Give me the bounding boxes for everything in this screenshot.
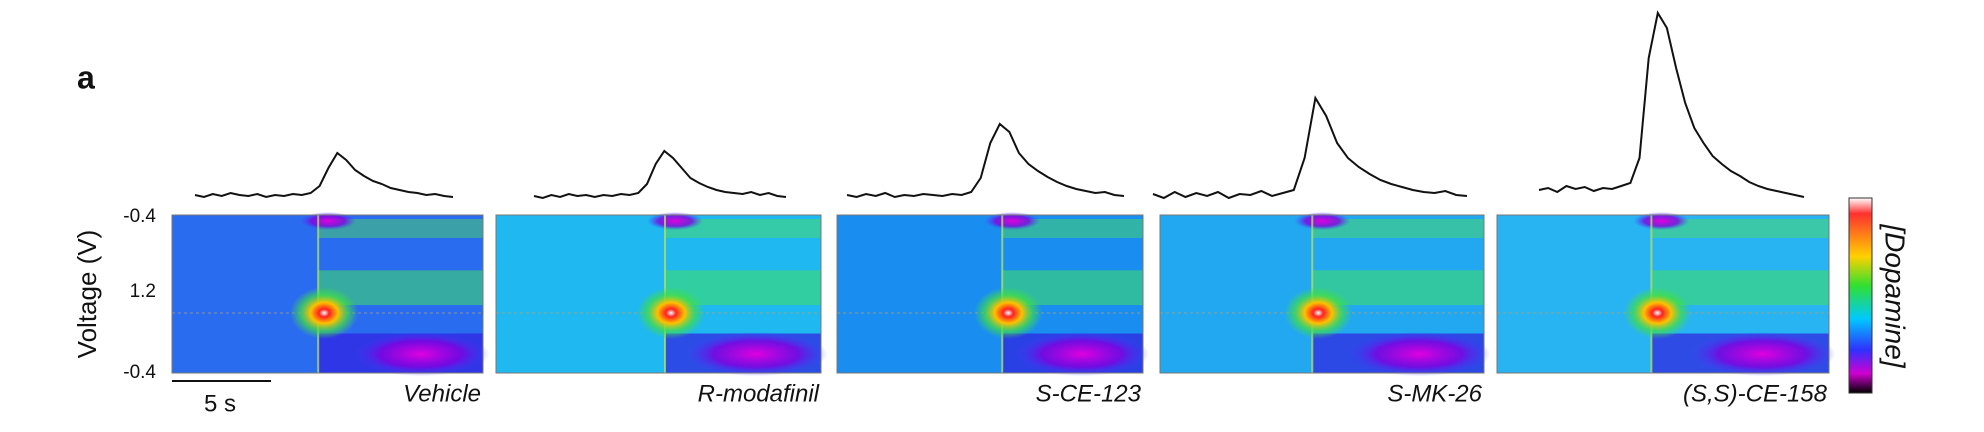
- colorbar-label: [Dopamine]: [1880, 223, 1911, 368]
- heatmap-low: [1014, 331, 1150, 377]
- heatmap-top: [984, 212, 1041, 230]
- heatmap-band: [1651, 219, 1829, 238]
- panel-name: (S,S)-CE-158: [1683, 380, 1828, 407]
- heatmap-peak: [1623, 286, 1692, 339]
- heatmap-top: [1633, 212, 1690, 230]
- colorbar: [1848, 197, 1873, 394]
- heatmap-peak: [290, 286, 359, 339]
- panel-name: R-modafinil: [698, 380, 820, 407]
- heatmap-top: [647, 212, 703, 230]
- heatmap-peak: [637, 286, 705, 339]
- panel-name: S-CE-123: [1036, 380, 1142, 407]
- trace: [194, 151, 454, 199]
- heatmap-top: [300, 212, 357, 230]
- heatmap-peak: [1284, 286, 1353, 339]
- heatmap-peak: [974, 286, 1043, 339]
- heatmap-low: [1689, 331, 1836, 377]
- y-tick-label: 1.2: [130, 281, 156, 302]
- panel-name: Vehicle: [403, 380, 481, 407]
- trace: [533, 149, 787, 200]
- panel-name: S-MK-26: [1387, 380, 1482, 407]
- heatmap-low: [684, 331, 828, 377]
- heatmap-frame: [836, 214, 1144, 374]
- y-tick-label: -0.4: [123, 206, 156, 227]
- heatmap-frame: [495, 214, 822, 374]
- y-axis-label: Voltage (V): [72, 230, 102, 359]
- heatmap-low: [1347, 331, 1491, 377]
- trace: [1538, 10, 1805, 198]
- heatmap-top: [1294, 212, 1351, 230]
- heatmap-frame: [171, 214, 484, 374]
- heatmap-frame: [1159, 214, 1485, 374]
- panel-label: a: [77, 59, 95, 95]
- heatmap-low: [352, 331, 490, 377]
- heatmap-band: [318, 219, 483, 238]
- heatmap-frame: [1496, 214, 1830, 374]
- heatmap-band: [1312, 219, 1484, 238]
- scale-bar-label: 5 s: [204, 390, 236, 417]
- trace: [1152, 95, 1468, 200]
- heatmap-band: [665, 219, 821, 238]
- y-tick-label: -0.4: [123, 362, 156, 383]
- trace: [846, 122, 1125, 199]
